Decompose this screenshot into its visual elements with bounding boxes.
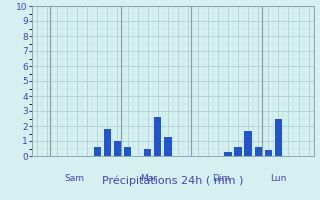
Bar [275, 118, 282, 156]
Bar [265, 150, 272, 156]
Bar [244, 130, 252, 156]
Bar [114, 141, 121, 156]
Text: Mar: Mar [140, 174, 157, 183]
Bar [234, 147, 242, 156]
Bar [224, 152, 232, 156]
Bar [104, 129, 111, 156]
Bar [254, 147, 262, 156]
Text: Dim: Dim [212, 174, 230, 183]
Text: Lun: Lun [270, 174, 286, 183]
Bar [124, 147, 131, 156]
X-axis label: Précipitations 24h ( mm ): Précipitations 24h ( mm ) [102, 175, 244, 186]
Bar [164, 137, 172, 156]
Bar [93, 147, 101, 156]
Bar [144, 148, 151, 156]
Text: Sam: Sam [64, 174, 84, 183]
Bar [154, 117, 162, 156]
